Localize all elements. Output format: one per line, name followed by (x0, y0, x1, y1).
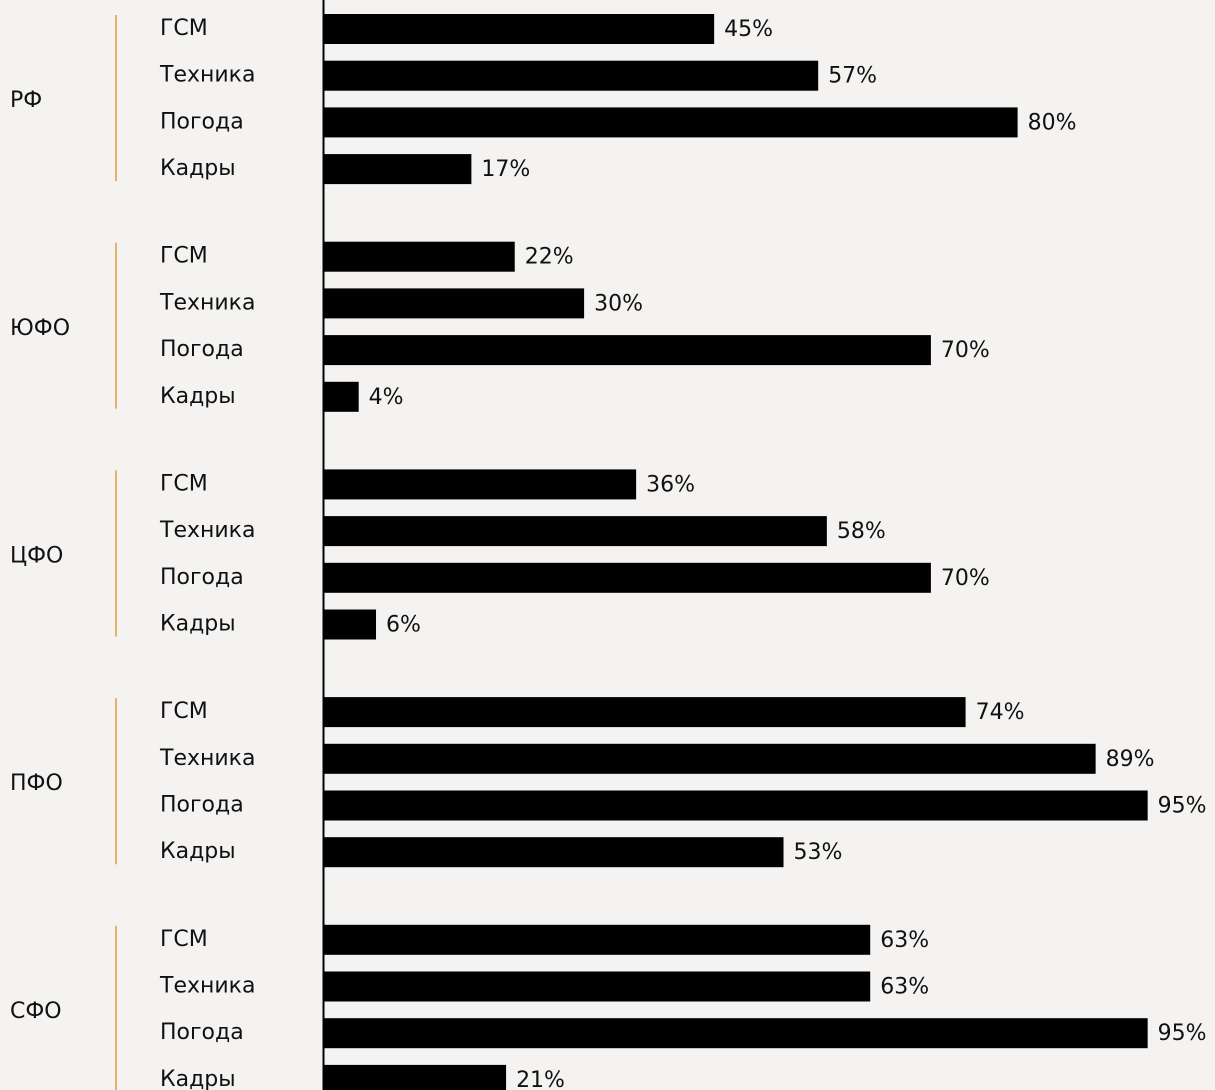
category-label: Техника (159, 290, 255, 315)
category-label: Погода (160, 793, 244, 818)
value-label: 53% (794, 840, 843, 865)
group-label: СФО (10, 999, 62, 1024)
bar (324, 241, 515, 272)
bar (324, 516, 827, 547)
category-label: Техника (159, 974, 255, 999)
value-label: 45% (724, 17, 773, 42)
category-label: Техника (159, 63, 255, 88)
value-label: 95% (1158, 1021, 1207, 1046)
value-label: 21% (516, 1068, 565, 1090)
bar (324, 1064, 507, 1090)
value-label: 4% (369, 385, 404, 410)
value-label: 95% (1158, 794, 1207, 819)
value-label: 17% (481, 157, 530, 182)
value-label: 89% (1106, 747, 1155, 772)
bar (324, 381, 359, 412)
bar (324, 335, 931, 366)
value-label: 58% (837, 519, 886, 544)
value-label: 63% (880, 928, 929, 953)
bar (324, 924, 871, 955)
bar (324, 154, 472, 185)
category-label: ГСМ (160, 471, 208, 496)
value-label: 57% (828, 64, 877, 89)
bar (324, 288, 585, 319)
category-label: Кадры (160, 384, 236, 409)
bar (324, 609, 377, 640)
bar (324, 14, 715, 44)
value-label: 6% (386, 613, 421, 638)
bar (324, 971, 871, 1002)
category-label: Кадры (160, 839, 236, 864)
value-label: 36% (646, 472, 695, 497)
category-label: Кадры (160, 1067, 236, 1090)
group-label: РФ (10, 88, 42, 113)
category-label: Кадры (160, 156, 236, 181)
category-label: ГСМ (160, 16, 208, 41)
category-label: Кадры (160, 612, 236, 637)
category-label: Погода (160, 565, 244, 590)
group-label: ЮФО (10, 316, 70, 341)
category-label: ГСМ (160, 244, 208, 269)
value-label: 63% (880, 975, 929, 1000)
bar (324, 562, 931, 593)
value-label: 30% (594, 291, 643, 316)
bar (324, 60, 819, 91)
bar (324, 107, 1018, 138)
bar (324, 697, 966, 728)
bar (324, 743, 1096, 774)
category-label: ГСМ (160, 927, 208, 952)
group-label: ЦФО (10, 543, 63, 568)
bar (324, 469, 637, 500)
bar (324, 790, 1148, 821)
value-label: 70% (941, 566, 990, 591)
value-label: 22% (525, 245, 574, 270)
category-label: ГСМ (160, 699, 208, 724)
group-label: ПФО (10, 771, 63, 796)
category-label: Техника (159, 746, 255, 771)
category-label: Погода (160, 337, 244, 362)
value-label: 80% (1028, 110, 1077, 135)
category-label: Погода (160, 109, 244, 134)
value-label: 74% (976, 700, 1025, 725)
bar (324, 837, 784, 868)
category-label: Погода (160, 1020, 244, 1045)
bar (324, 1018, 1148, 1049)
category-label: Техника (159, 518, 255, 543)
value-label: 70% (941, 338, 990, 363)
